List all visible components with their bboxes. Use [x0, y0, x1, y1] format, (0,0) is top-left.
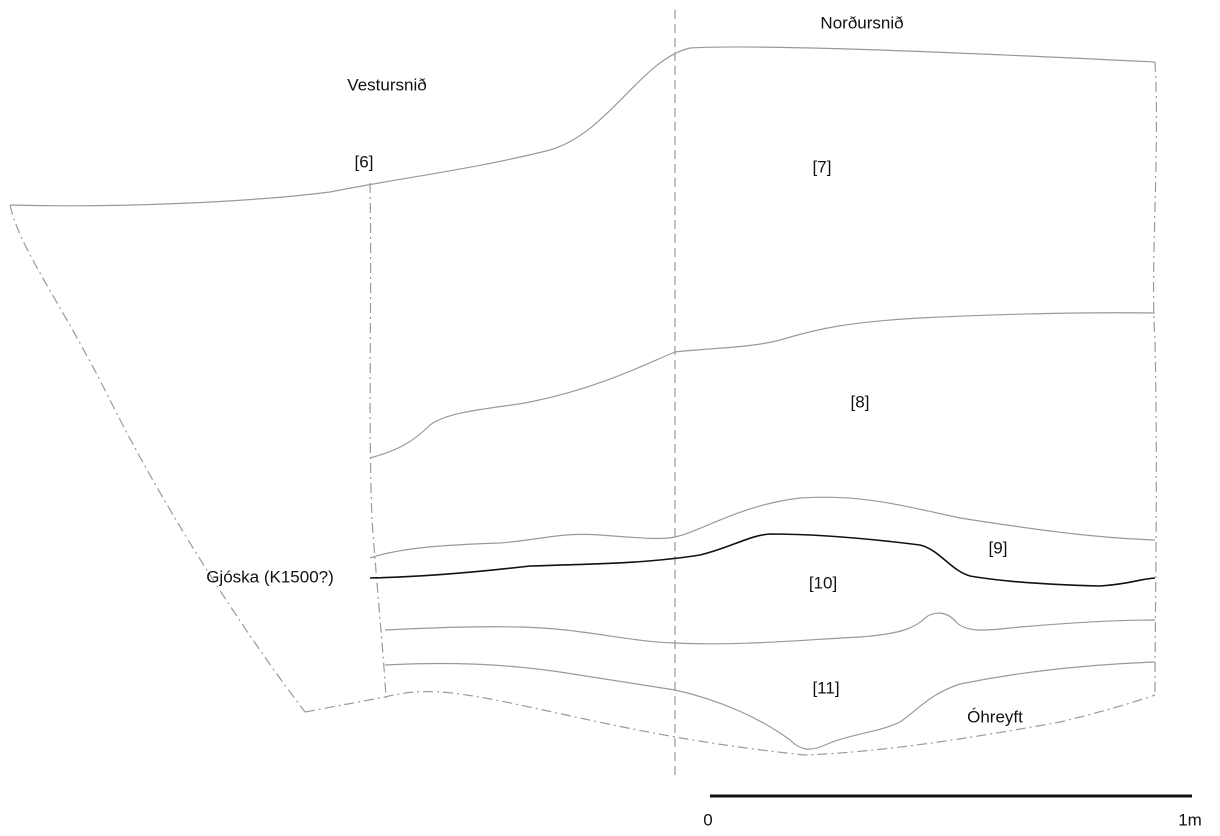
- boundary-8-9: [369, 496, 1156, 559]
- tephra-label: Gjóska (K1500?): [206, 567, 334, 586]
- west-profile-edge: [369, 182, 387, 699]
- north-section-label: Norðursnið: [820, 13, 903, 32]
- boundary-10-11: [384, 612, 1156, 645]
- boundary-11-undisturbed: [384, 661, 1156, 750]
- layer-label: [8]: [851, 392, 870, 411]
- layer-label: [7]: [813, 157, 832, 176]
- boundary-7-8: [369, 312, 1156, 459]
- layer-label: [10]: [809, 573, 837, 592]
- layer-label: [11]: [812, 678, 839, 697]
- top-surface: [9, 46, 1156, 207]
- scale-end-label: 1m: [1178, 810, 1202, 829]
- bottom-edge: [304, 691, 1156, 756]
- layer-label: [9]: [989, 538, 1008, 557]
- west-section-label: Vestursnið: [347, 75, 426, 94]
- undisturbed-label: Óhreyft: [967, 707, 1023, 726]
- layer-label: [6]: [355, 152, 374, 171]
- tephra-line: [369, 533, 1156, 587]
- east-edge: [1152, 61, 1158, 696]
- scale-start-label: 0: [703, 810, 712, 829]
- left-edge: [9, 204, 306, 713]
